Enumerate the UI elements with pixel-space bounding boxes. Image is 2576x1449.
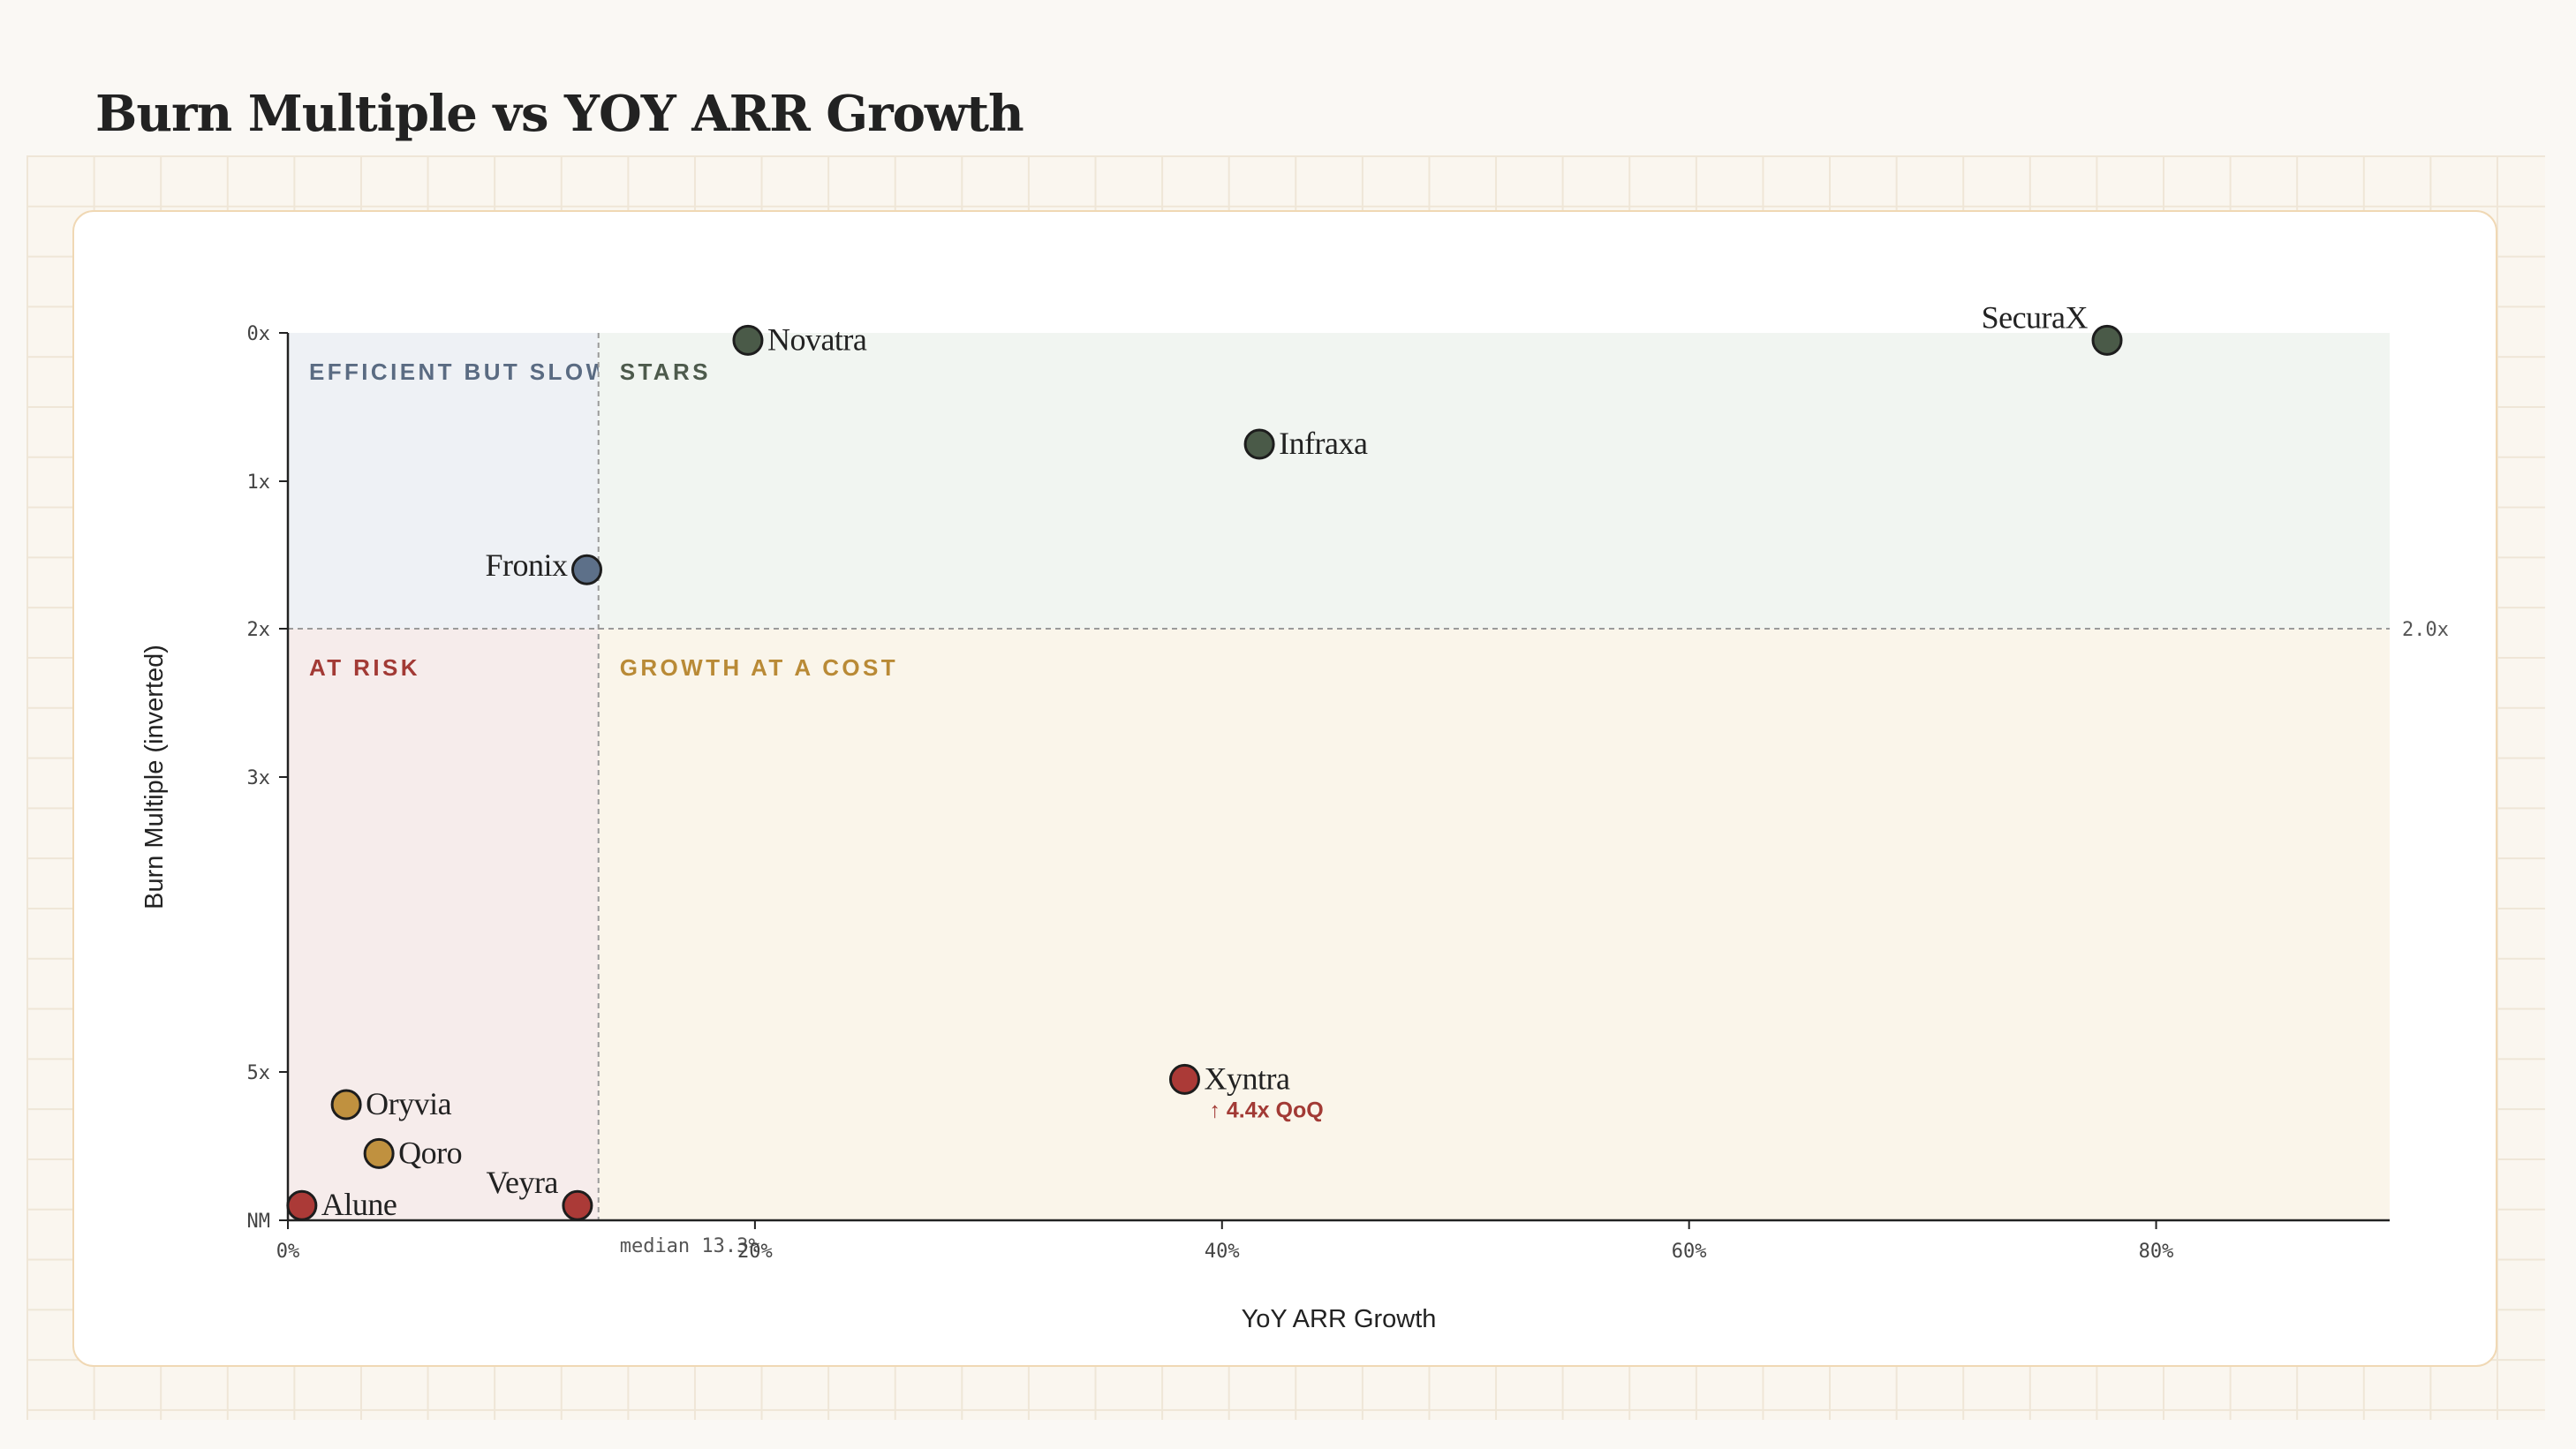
point-note-xyntra: ↑ 4.4x QoQ	[1209, 1098, 1323, 1122]
quadrant-at-risk	[288, 629, 599, 1220]
y-axis-title: Burn Multiple (inverted)	[140, 645, 169, 909]
quadrant-efficient-but-slow	[288, 333, 599, 629]
point-label-securax: SecuraX	[1982, 299, 2089, 335]
point-qoro	[363, 1137, 395, 1169]
point-label-novatra: Novatra	[767, 321, 867, 357]
quadrant-label-growth-at-a-cost: GROWTH AT A COST	[620, 654, 898, 681]
point-label-qoro: Qoro	[398, 1135, 462, 1170]
point-xyntra	[1168, 1063, 1200, 1095]
x-axis-title: YoY ARR Growth	[1242, 1305, 1437, 1333]
threshold-label: 2.0x	[2402, 619, 2449, 641]
x-tick-label: 40%	[1205, 1241, 1240, 1263]
y-tick-label: 3x	[247, 767, 271, 789]
x-tick-label: 60%	[1672, 1241, 1707, 1263]
y-tick-label: 1x	[247, 472, 271, 494]
point-novatra	[732, 324, 764, 356]
point-oryvia	[330, 1089, 362, 1121]
y-tick-label: 2x	[247, 619, 271, 641]
quadrant-label-at-risk: AT RISK	[309, 654, 420, 681]
point-fronix	[570, 554, 602, 585]
x-tick-label: 0%	[276, 1241, 300, 1263]
y-tick-label: 5x	[247, 1062, 271, 1084]
point-label-infraxa: Infraxa	[1279, 426, 1368, 461]
x-tick-label: 80%	[2139, 1241, 2174, 1263]
median-label: median 13.3%	[620, 1235, 760, 1257]
point-veyra	[562, 1189, 593, 1221]
quadrant-growth-at-a-cost	[598, 629, 2390, 1220]
quadrant-label-stars: STARS	[620, 358, 711, 385]
point-label-oryvia: Oryvia	[366, 1086, 451, 1121]
page-title: Burn Multiple vs YOY ARR Growth	[95, 85, 1024, 143]
quadrant-stars	[598, 333, 2390, 629]
point-infraxa	[1243, 428, 1275, 460]
point-alune	[286, 1189, 318, 1221]
y-tick-label: 0x	[247, 323, 271, 345]
point-label-fronix: Fronix	[485, 547, 568, 583]
point-label-xyntra: Xyntra	[1204, 1060, 1289, 1096]
point-label-alune: Alune	[321, 1187, 397, 1222]
point-securax	[2091, 324, 2123, 356]
x-tick-label: 20%	[737, 1241, 773, 1263]
point-label-veyra: Veyra	[486, 1165, 558, 1200]
quadrant-label-efficient-but-slow: EFFICIENT BUT SLOW	[309, 358, 610, 385]
y-tick-label: NM	[247, 1211, 271, 1233]
